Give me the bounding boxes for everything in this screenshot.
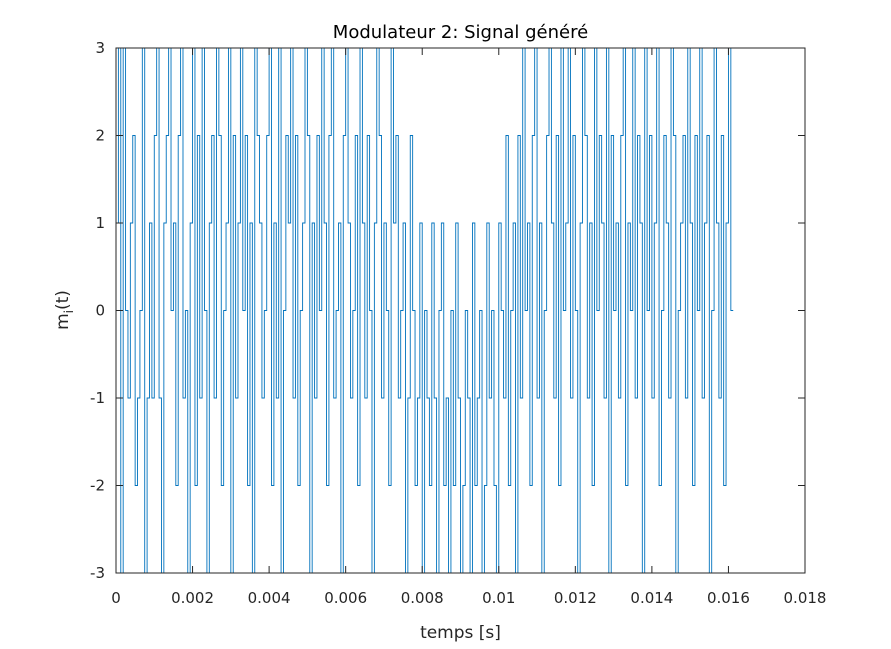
y-axis-title: mi(t) <box>53 290 76 330</box>
y-axis-ticks: -3 -2 -1 0 1 2 3 <box>90 39 805 582</box>
y-axis-title-subscript: i <box>62 310 76 313</box>
x-tick-label-6: 0.012 <box>554 589 597 607</box>
x-tick-label-8: 0.016 <box>707 589 750 607</box>
y-axis-title-main: m <box>53 313 73 330</box>
x-tick-label-1: 0.002 <box>171 589 214 607</box>
y-tick-label-4: 1 <box>95 214 105 232</box>
x-tick-label-3: 0.006 <box>324 589 367 607</box>
x-tick-label-2: 0.004 <box>248 589 291 607</box>
y-tick-label-1: -2 <box>90 477 105 495</box>
series-line-0 <box>116 47 734 574</box>
y-tick-label-0: -3 <box>90 564 105 582</box>
y-axis-title-tail: (t) <box>53 290 73 310</box>
x-axis-title: temps [s] <box>420 623 501 643</box>
x-tick-label-0: 0 <box>111 589 121 607</box>
data-layer <box>116 47 734 574</box>
x-tick-label-5: 0.01 <box>482 589 515 607</box>
y-tick-label-5: 2 <box>95 127 105 145</box>
x-axis-ticks: 0 0.002 0.004 0.006 0.008 0.01 0.012 0.014 0.016… <box>111 48 826 607</box>
x-tick-label-7: 0.014 <box>630 589 673 607</box>
y-tick-label-6: 3 <box>95 39 105 57</box>
y-tick-label-3: 0 <box>95 302 105 320</box>
y-tick-label-2: -1 <box>90 389 105 407</box>
x-tick-label-9: 0.018 <box>784 589 827 607</box>
chart-title: Modulateur 2: Signal généré <box>333 22 588 43</box>
x-tick-label-4: 0.008 <box>401 589 444 607</box>
